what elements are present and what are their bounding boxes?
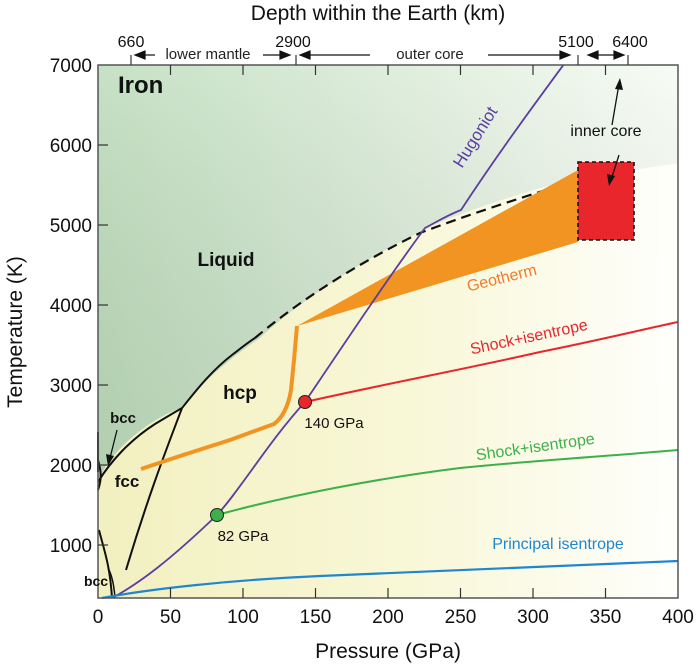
- outer-core-label: outer core: [396, 46, 464, 63]
- x-ticks: [169, 588, 607, 598]
- y-tick-2000: 2000: [50, 456, 92, 477]
- y-tick-7000: 7000: [50, 56, 92, 77]
- point-140gpa: [298, 395, 312, 409]
- bcc-upper-label: bcc: [110, 410, 136, 427]
- liquid-label: Liquid: [198, 250, 255, 271]
- x-tick-250: 250: [445, 607, 477, 628]
- y-tick-1000: 1000: [50, 536, 92, 557]
- x-tick-400: 400: [662, 607, 694, 628]
- depth-2900: 2900: [275, 34, 311, 51]
- inner-core-box: [577, 161, 635, 241]
- depth-arrows: [133, 50, 626, 60]
- x-tick-0: 0: [93, 607, 104, 628]
- point-140-label: 140 GPa: [304, 415, 364, 432]
- fcc-label: fcc: [115, 472, 140, 491]
- principal-label: Principal isentrope: [492, 536, 624, 553]
- point-82-label: 82 GPa: [218, 528, 270, 545]
- x-ticks-top: [169, 65, 607, 75]
- inner-core-label: inner core: [570, 123, 641, 140]
- inner-core-arrow: [607, 78, 623, 186]
- depth-5100: 5100: [558, 34, 594, 51]
- shock-isentrope-green: [216, 449, 679, 516]
- x-tick-100: 100: [227, 607, 259, 628]
- solid-region: [98, 163, 678, 598]
- x-tick-50: 50: [160, 607, 181, 628]
- lower-mantle-label: lower mantle: [165, 46, 250, 63]
- x-axis-label: Pressure (GPa): [315, 640, 461, 663]
- x-tick-200: 200: [372, 607, 404, 628]
- y-tick-3000: 3000: [50, 376, 92, 397]
- geotherm-band: [297, 170, 578, 326]
- depth-ticks: [130, 55, 629, 65]
- bcc-lower-label: bcc: [84, 573, 108, 589]
- bcc-arrow: [106, 429, 118, 466]
- melting-curve-dashed: [254, 178, 579, 339]
- depth-660: 660: [118, 34, 145, 51]
- x-tick-350: 350: [590, 607, 622, 628]
- y-ticks: [98, 144, 108, 546]
- chart-title: Iron: [118, 72, 163, 99]
- hugoniot-line: [111, 65, 565, 598]
- hcp-label: hcp: [223, 383, 257, 404]
- point-82gpa: [210, 508, 224, 522]
- shock-isentrope-red: [304, 321, 679, 403]
- top-axis-label: Depth within the Earth (km): [251, 2, 505, 25]
- y-tick-4000: 4000: [50, 296, 92, 317]
- principal-isentrope: [101, 559, 679, 600]
- geotherm-line: [140, 325, 299, 471]
- y-tick-5000: 5000: [50, 216, 92, 237]
- depth-6400: 6400: [612, 34, 648, 51]
- y-axis-label: Temperature (K): [4, 256, 27, 408]
- x-tick-300: 300: [517, 607, 549, 628]
- plot-area: [98, 65, 678, 598]
- phase-boundaries: [97, 337, 256, 599]
- y-tick-6000: 6000: [50, 136, 92, 157]
- x-tick-150: 150: [300, 607, 332, 628]
